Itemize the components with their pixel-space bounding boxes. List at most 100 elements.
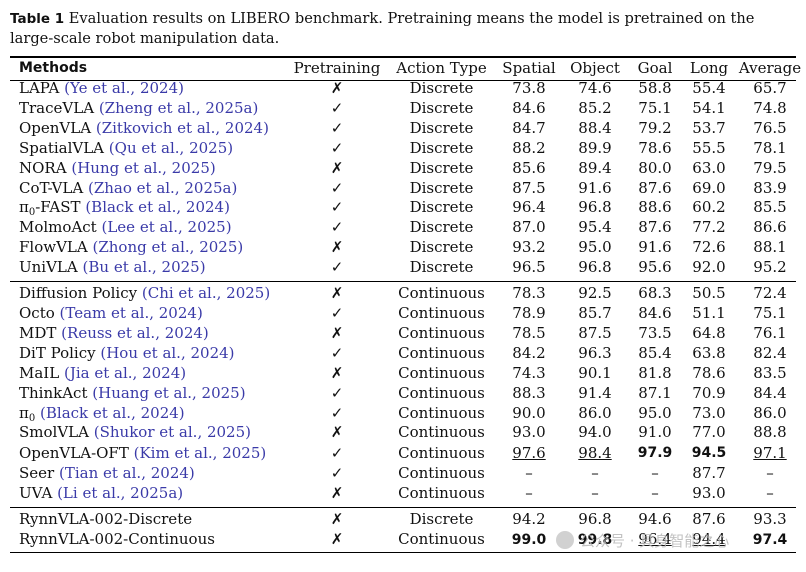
spatial-score: 78.3 bbox=[512, 284, 546, 303]
average-score: 72.4 bbox=[753, 284, 787, 303]
table-row: MDT (Reuss et al., 2024) ✗ Continuous 78.5 8… bbox=[10, 324, 804, 344]
long-score: 78.6 bbox=[692, 363, 726, 382]
citation-link[interactable]: (Li et al., 2025a) bbox=[57, 484, 184, 503]
citation-link[interactable]: (Zheng et al., 2025a) bbox=[98, 98, 259, 117]
object-score-cell: 92.5 bbox=[562, 284, 628, 304]
goal-score-cell: 79.2 bbox=[628, 119, 682, 139]
average-score-cell: 85.5 bbox=[736, 198, 804, 218]
method-cell: RynnVLA-002-Discrete bbox=[10, 510, 287, 530]
citation-link[interactable]: (Ye et al., 2024) bbox=[64, 79, 184, 97]
method-name: RynnVLA-002-Continuous bbox=[19, 530, 215, 549]
spatial-score: 74.3 bbox=[512, 363, 546, 382]
long-score: 54.1 bbox=[692, 98, 726, 117]
object-score-cell: 86.0 bbox=[562, 404, 628, 424]
citation-link[interactable]: (Huang et al., 2025) bbox=[92, 383, 246, 402]
average-score-cell: 88.8 bbox=[736, 423, 804, 443]
average-score: 74.8 bbox=[753, 98, 787, 117]
table-row: RynnVLA-002-Continuous ✗ Continuous 99.0 99.… bbox=[10, 530, 804, 551]
object-score-cell: 94.0 bbox=[562, 423, 628, 443]
action-type-cell: Discrete bbox=[409, 198, 474, 217]
object-score: 95.0 bbox=[578, 238, 612, 257]
object-score: 88.4 bbox=[578, 118, 612, 137]
goal-score-cell: 81.8 bbox=[628, 364, 682, 384]
citation-link[interactable]: (Black et al., 2024) bbox=[85, 198, 230, 217]
long-score: 92.0 bbox=[692, 258, 726, 277]
citation-link[interactable]: (Qu et al., 2025) bbox=[108, 138, 234, 157]
citation-link[interactable]: (Reuss et al., 2024) bbox=[61, 323, 209, 342]
spatial-score: 93.0 bbox=[512, 423, 546, 442]
goal-score-cell: 91.6 bbox=[628, 238, 682, 258]
object-score-cell: 95.0 bbox=[562, 238, 628, 258]
citation-link[interactable]: (Kim et al., 2025) bbox=[133, 443, 267, 462]
average-score-cell: 65.7 bbox=[736, 79, 804, 99]
long-score: 64.8 bbox=[692, 323, 726, 342]
long-score-cell: 87.6 bbox=[682, 510, 736, 530]
group-divider bbox=[10, 506, 796, 508]
results-table: Methods Pretraining Action Type Spatial … bbox=[10, 58, 804, 551]
object-score-cell: 90.1 bbox=[562, 364, 628, 384]
long-score-cell: 55.5 bbox=[682, 139, 736, 159]
method-cell: π0 (Black et al., 2024) bbox=[10, 404, 287, 424]
method-cell: OpenVLA (Zitkovich et al., 2024) bbox=[10, 119, 287, 139]
spatial-score: 96.4 bbox=[512, 198, 546, 217]
spatial-score: 85.6 bbox=[512, 158, 546, 177]
goal-score-cell: 78.6 bbox=[628, 139, 682, 159]
citation-link[interactable]: (Zhao et al., 2025a) bbox=[87, 178, 238, 197]
long-score: 87.6 bbox=[692, 510, 726, 529]
long-score: 55.5 bbox=[692, 138, 726, 157]
goal-score: 96.4 bbox=[638, 530, 672, 549]
spatial-score: 78.5 bbox=[512, 323, 546, 342]
spatial-score-cell: 96.4 bbox=[496, 198, 562, 218]
spatial-score: 84.6 bbox=[512, 98, 546, 117]
long-score: 72.6 bbox=[692, 238, 726, 257]
average-score-cell: 75.1 bbox=[736, 304, 804, 324]
spatial-score-cell: – bbox=[496, 464, 562, 484]
average-score: 75.1 bbox=[753, 303, 787, 322]
goal-score-cell: 75.1 bbox=[628, 99, 682, 119]
goal-score-cell: 84.6 bbox=[628, 304, 682, 324]
goal-score-cell: – bbox=[628, 464, 682, 484]
spatial-score-cell: 87.0 bbox=[496, 218, 562, 238]
object-score: 87.5 bbox=[578, 323, 612, 342]
citation-link[interactable]: (Tian et al., 2024) bbox=[58, 464, 195, 483]
goal-score: 87.6 bbox=[638, 218, 672, 237]
goal-score: – bbox=[651, 464, 659, 483]
average-score: – bbox=[766, 464, 774, 483]
long-score: 53.7 bbox=[692, 118, 726, 137]
goal-score-cell: 58.8 bbox=[628, 79, 682, 99]
action-type-cell: Continuous bbox=[398, 323, 485, 342]
spatial-score-cell: 93.2 bbox=[496, 238, 562, 258]
citation-link[interactable]: (Jia et al., 2024) bbox=[63, 363, 187, 382]
goal-score: 91.0 bbox=[638, 423, 672, 442]
method-name: π bbox=[19, 198, 29, 217]
long-score-cell: 77.2 bbox=[682, 218, 736, 238]
action-type-cell: Discrete bbox=[409, 178, 474, 197]
action-type-cell: Discrete bbox=[409, 258, 474, 277]
method-name: Diffusion Policy bbox=[19, 284, 138, 303]
average-score: 95.2 bbox=[753, 258, 787, 277]
object-score: 96.8 bbox=[578, 258, 612, 277]
cross-icon: ✗ bbox=[330, 423, 344, 442]
citation-link[interactable]: (Hung et al., 2025) bbox=[71, 158, 216, 177]
citation-link[interactable]: (Team et al., 2024) bbox=[59, 303, 203, 322]
spatial-score: 78.9 bbox=[512, 303, 546, 322]
spatial-score: – bbox=[525, 484, 533, 503]
citation-link[interactable]: (Lee et al., 2025) bbox=[101, 218, 232, 237]
object-score-cell: 89.4 bbox=[562, 159, 628, 179]
col-header-average: Average bbox=[738, 59, 802, 77]
long-score-cell: 55.4 bbox=[682, 79, 736, 99]
average-score: 65.7 bbox=[753, 79, 787, 97]
citation-link[interactable]: (Zitkovich et al., 2024) bbox=[95, 118, 269, 137]
citation-link[interactable]: (Shukor et al., 2025) bbox=[93, 423, 252, 442]
action-type-cell: Discrete bbox=[409, 218, 474, 237]
citation-link[interactable]: (Bu et al., 2025) bbox=[82, 258, 206, 277]
check-icon: ✓ bbox=[330, 343, 344, 362]
method-name: SpatialVLA bbox=[19, 138, 105, 157]
citation-link[interactable]: (Hou et al., 2024) bbox=[100, 343, 235, 362]
method-name: Seer bbox=[19, 464, 55, 483]
object-score: 98.4 bbox=[578, 443, 612, 462]
citation-link[interactable]: (Black et al., 2024) bbox=[40, 403, 185, 422]
spatial-score: 96.5 bbox=[512, 258, 546, 277]
citation-link[interactable]: (Zhong et al., 2025) bbox=[92, 238, 244, 257]
citation-link[interactable]: (Chi et al., 2025) bbox=[141, 284, 271, 303]
